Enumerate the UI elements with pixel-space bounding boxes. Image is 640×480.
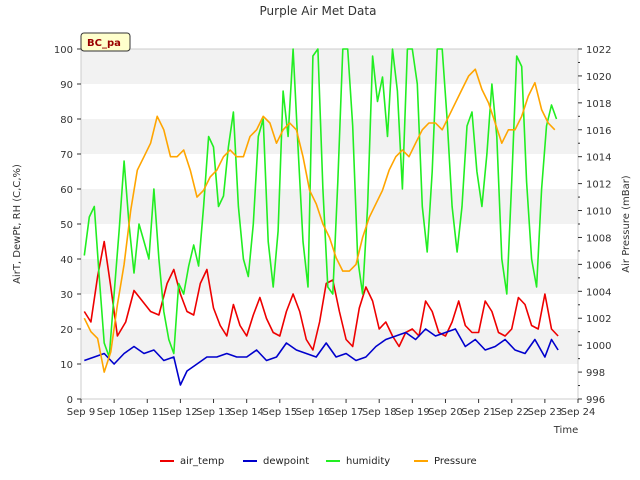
x-axis-title: Time bbox=[553, 425, 578, 436]
grid-band bbox=[81, 189, 578, 224]
series-line-air-temp bbox=[83, 240, 559, 351]
series-line-dewpoint bbox=[84, 328, 559, 386]
y-tick-label-left: 50 bbox=[60, 220, 73, 231]
y-tick-label-right: 1014 bbox=[586, 153, 611, 164]
x-tick-label: Sep 9 bbox=[67, 407, 95, 418]
y-tick-label-right: 1022 bbox=[586, 45, 611, 56]
legend-label: dewpoint bbox=[263, 456, 309, 467]
site-label: BC_pa bbox=[87, 38, 121, 49]
x-tick-label: Sep 17 bbox=[329, 407, 364, 418]
x-tick-label: Sep 11 bbox=[130, 407, 165, 418]
left-axis: 0 10 20 30 40 50 60 70 80 90 100 bbox=[54, 45, 81, 406]
x-tick-label: Sep 21 bbox=[461, 407, 496, 418]
y-tick-label-left: 20 bbox=[60, 325, 73, 336]
y-tick-label-right: 1004 bbox=[586, 287, 611, 298]
y-tick-label-right: 1006 bbox=[586, 260, 611, 271]
y-tick-label-left: 80 bbox=[60, 115, 73, 126]
y-tick-label-left: 0 bbox=[67, 395, 73, 406]
x-tick-label: Sep 20 bbox=[428, 407, 463, 418]
y-tick-label-right: 996 bbox=[586, 395, 605, 406]
x-tick-label: Sep 10 bbox=[97, 407, 132, 418]
x-tick-label: Sep 12 bbox=[163, 407, 198, 418]
legend-label: air_temp bbox=[180, 456, 224, 467]
right-axis: 996 998 1000 1002 1004 1006 1008 1010 1012 1014 10… bbox=[578, 45, 611, 406]
y-tick-label-right: 998 bbox=[586, 368, 605, 379]
y-tick-label-left: 60 bbox=[60, 185, 73, 196]
x-tick-label: Sep 19 bbox=[395, 407, 430, 418]
legend: air_temp dewpoint humidity Pressure bbox=[160, 456, 477, 467]
y-tick-label-left: 100 bbox=[54, 45, 73, 56]
y-tick-label-right: 1018 bbox=[586, 99, 611, 110]
y-axis-title-left: AirT, DewPt, RH (C,C,%) bbox=[12, 164, 23, 284]
y-tick-label-right: 1000 bbox=[586, 341, 611, 352]
y-tick-label-right: 1012 bbox=[586, 180, 611, 191]
y-tick-label-left: 70 bbox=[60, 150, 73, 161]
x-tick-label: Sep 15 bbox=[262, 407, 297, 418]
series-line-humidity bbox=[83, 48, 558, 358]
y-tick-label-left: 90 bbox=[60, 80, 73, 91]
x-tick-label: Sep 24 bbox=[561, 407, 596, 418]
x-tick-label: Sep 18 bbox=[362, 407, 397, 418]
x-tick-label: Sep 13 bbox=[196, 407, 231, 418]
y-tick-label-right: 1020 bbox=[586, 72, 611, 83]
legend-label: humidity bbox=[346, 456, 390, 467]
x-tick-label: Sep 23 bbox=[527, 407, 562, 418]
x-tick-label: Sep 16 bbox=[296, 407, 331, 418]
y-tick-label-left: 30 bbox=[60, 290, 73, 301]
series-layer bbox=[83, 48, 559, 386]
y-tick-label-left: 40 bbox=[60, 255, 73, 266]
y-tick-label-left: 10 bbox=[60, 360, 73, 371]
x-tick-label: Sep 14 bbox=[229, 407, 264, 418]
grid-band bbox=[81, 49, 578, 84]
series-line-pressure bbox=[83, 68, 556, 373]
x-tick-label: Sep 22 bbox=[494, 407, 529, 418]
y-axis-title-right: Air Pressure (mBar) bbox=[621, 175, 632, 273]
chart-title: Purple Air Met Data bbox=[260, 4, 377, 18]
y-tick-label-right: 1002 bbox=[586, 314, 611, 325]
legend-label: Pressure bbox=[434, 456, 477, 467]
y-tick-label-right: 1008 bbox=[586, 233, 611, 244]
site-label-box: BC_pa bbox=[80, 32, 131, 52]
y-tick-label-right: 1016 bbox=[586, 126, 611, 137]
y-tick-label-right: 1010 bbox=[586, 207, 611, 218]
